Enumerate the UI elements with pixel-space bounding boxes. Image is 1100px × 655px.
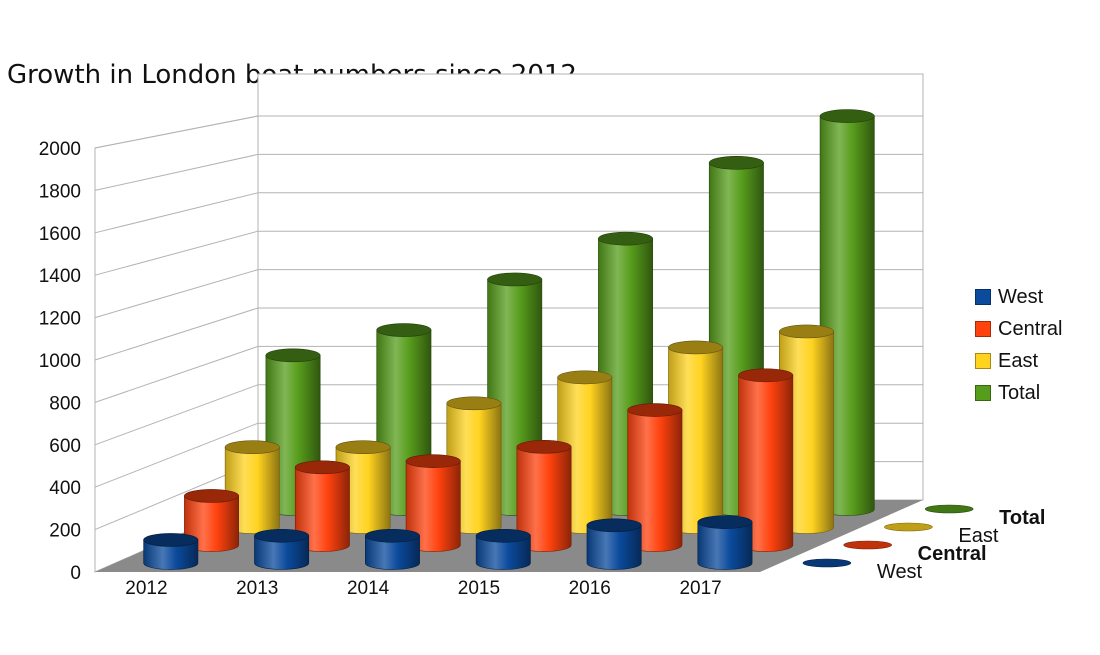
bar-top — [779, 324, 834, 339]
depth-label-total: Total — [999, 507, 1045, 529]
bar-top — [405, 454, 461, 468]
chart-legend: West Central East Total — [975, 281, 1062, 409]
gridline — [94, 307, 259, 361]
gridline — [94, 422, 259, 488]
bar-top — [738, 368, 794, 383]
legend-swatch — [975, 321, 991, 337]
depth-label-west: West — [877, 561, 923, 583]
gridline — [94, 230, 259, 276]
bar-central-2014 — [405, 454, 461, 552]
bar-body — [697, 521, 753, 570]
depth-marker-west — [802, 558, 852, 568]
bar-central-2013 — [294, 460, 350, 552]
depth-label-central: Central — [918, 543, 987, 565]
bar-body — [586, 524, 642, 570]
legend-swatch — [975, 289, 991, 305]
bar-top — [516, 440, 572, 454]
legend-swatch — [975, 385, 991, 401]
x-tick-label: 2012 — [125, 578, 167, 599]
y-tick-label: 1400 — [39, 266, 81, 287]
bar-top — [294, 460, 350, 475]
bar-top — [143, 533, 199, 547]
legend-item-total: Total — [975, 377, 1062, 409]
bar-top — [184, 489, 239, 503]
bar-west-2015 — [475, 528, 531, 570]
bar-top — [475, 528, 531, 543]
bar-west-2012 — [143, 533, 199, 570]
bar-west-2017 — [697, 515, 753, 570]
bar-top — [598, 231, 653, 246]
legend-label: Central — [998, 317, 1063, 340]
bar-west-2016 — [586, 518, 642, 570]
gridline — [94, 115, 259, 149]
legend-item-west: West — [975, 281, 1062, 313]
bar-top — [627, 403, 683, 417]
y-tick-label: 1800 — [39, 181, 81, 202]
legend-label: East — [998, 349, 1039, 372]
y-tick-label: 600 — [49, 436, 81, 457]
bar-top — [586, 518, 642, 533]
bar-central-2017 — [738, 368, 794, 552]
bar-top — [697, 515, 753, 529]
bar-body — [365, 535, 420, 570]
bar-body — [254, 535, 310, 570]
depth-marker-east — [884, 522, 933, 532]
x-tick-label: 2017 — [679, 578, 721, 599]
bar-body — [143, 539, 199, 570]
bars — [143, 109, 875, 570]
bar-top — [376, 323, 432, 337]
bar-top — [254, 528, 310, 543]
x-tick-label: 2015 — [458, 578, 500, 599]
y-tick-label: 0 — [70, 563, 81, 584]
x-tick-label: 2014 — [347, 578, 390, 599]
legend-item-central: Central — [975, 313, 1062, 345]
bar-top — [335, 440, 391, 455]
y-tick-label: 200 — [49, 521, 81, 542]
bar-west-2014 — [365, 528, 420, 570]
bar-top — [668, 340, 724, 355]
bar-top — [224, 440, 280, 455]
depth-marker-total — [924, 504, 974, 514]
depth-marker-central — [843, 540, 892, 550]
y-tick-label: 1600 — [39, 224, 81, 245]
bar-top — [819, 109, 875, 123]
legend-label: West — [998, 285, 1044, 308]
gridline — [94, 345, 259, 403]
legend-swatch — [975, 353, 991, 369]
bar-central-2015 — [516, 440, 572, 552]
legend-label: Total — [998, 381, 1041, 404]
y-tick-label: 2000 — [39, 139, 81, 160]
x-tick-label: 2013 — [236, 578, 278, 599]
gridline — [94, 192, 259, 234]
bar-body — [475, 535, 531, 570]
x-tick-label: 2016 — [569, 578, 611, 599]
gridline — [94, 269, 259, 319]
bar-top — [557, 370, 613, 385]
y-tick-label: 800 — [49, 393, 81, 414]
bar-top — [708, 155, 764, 170]
bar-top — [365, 528, 420, 543]
bar-top — [487, 272, 543, 287]
y-tick-label: 1000 — [39, 351, 81, 372]
bar-west-2013 — [254, 528, 310, 570]
gridline — [94, 384, 259, 446]
y-tick-label: 1200 — [39, 309, 81, 330]
bar-top — [265, 348, 321, 363]
bar-top — [446, 396, 502, 411]
legend-item-east: East — [975, 345, 1062, 377]
depth-label-east: East — [958, 525, 998, 547]
y-tick-label: 400 — [49, 478, 81, 499]
gridline — [94, 153, 259, 191]
bar-central-2012 — [184, 489, 239, 552]
